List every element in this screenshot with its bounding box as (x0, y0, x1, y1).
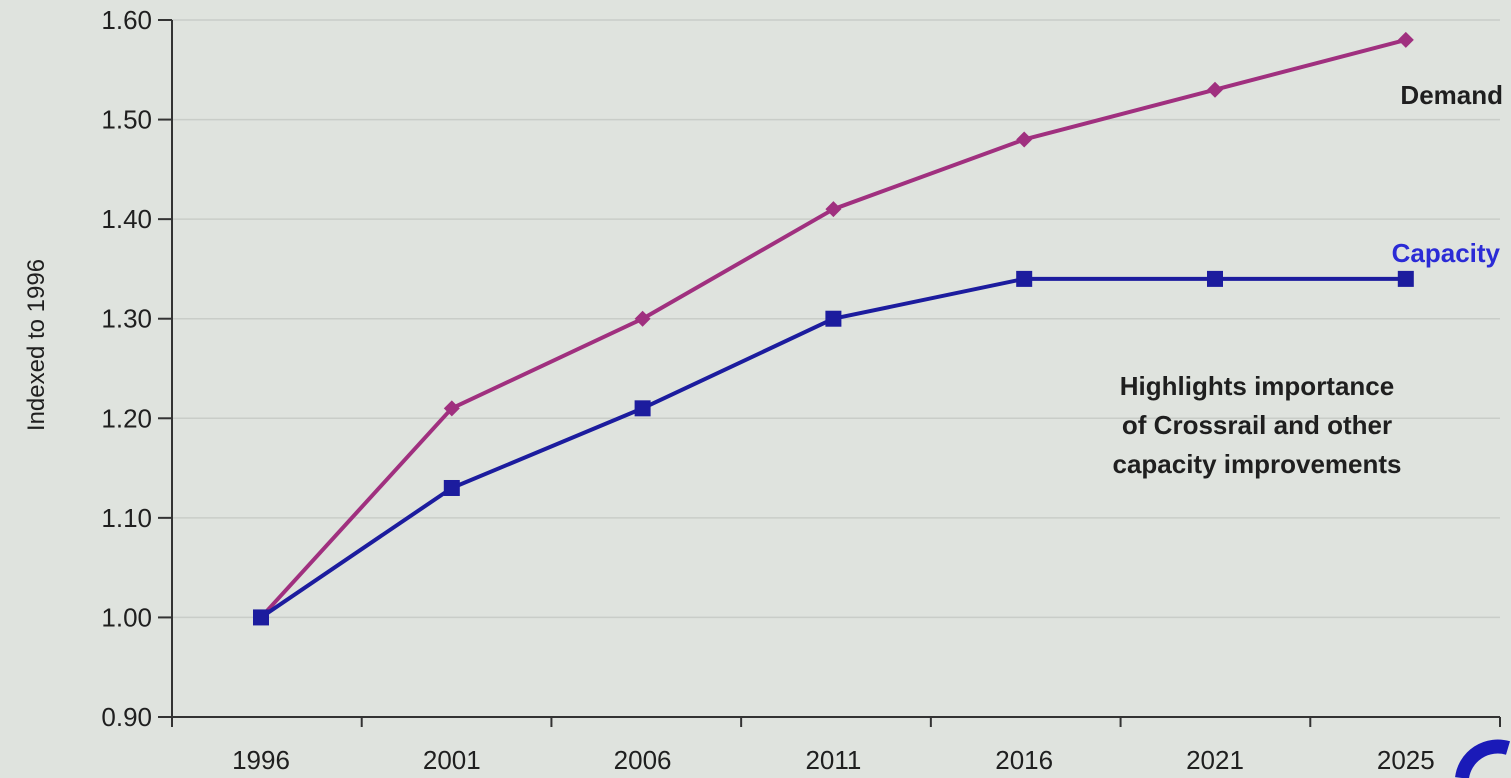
y-tick-label: 0.90 (101, 702, 152, 732)
series-line-demand (259, 37, 1407, 619)
annotation-line: capacity improvements (1112, 449, 1401, 479)
axes (158, 19, 1501, 727)
data-point-demand (1397, 31, 1414, 48)
data-point-demand (634, 310, 651, 327)
series-label-demand: Demand (1400, 80, 1503, 110)
data-point-capacity (1397, 270, 1414, 287)
data-point-capacity (253, 609, 269, 626)
series-lines (253, 31, 1414, 626)
data-point-demand (1207, 81, 1223, 98)
y-tick-label: 1.00 (101, 602, 152, 632)
y-tick-label: 1.10 (101, 503, 152, 533)
x-tick-label: 2016 (995, 745, 1053, 775)
y-tick-label: 1.30 (101, 304, 152, 334)
grid (172, 19, 1500, 619)
data-point-demand (825, 201, 842, 218)
logo-arc (1455, 739, 1510, 778)
x-tick-label: 1996 (232, 745, 290, 775)
data-point-capacity (1016, 270, 1033, 287)
labels: 0.90 1.00 1.10 1.20 1.30 1.40 1.50 1.60 1996 2001… (101, 5, 1434, 775)
data-point-demand (1016, 131, 1033, 148)
data-point-capacity (1207, 270, 1223, 287)
data-point-capacity (825, 310, 842, 327)
x-tick-label: 2011 (805, 745, 861, 775)
annotation-line: of Crossrail and other (1122, 410, 1392, 440)
y-tick-label: 1.40 (101, 204, 152, 234)
x-tick-label: 2021 (1186, 745, 1244, 775)
y-tick-label: 1.50 (101, 105, 152, 135)
series-label-capacity: Capacity (1392, 238, 1501, 268)
data-point-capacity (443, 479, 460, 496)
y-tick-label: 1.20 (101, 403, 152, 433)
data-point-capacity (634, 400, 651, 417)
annotation-line: Highlights importance (1120, 371, 1394, 401)
annotation: Highlights importance of Crossrail and o… (1112, 371, 1401, 479)
y-axis-title: Indexed to 1996 (23, 259, 50, 431)
x-tick-label: 2006 (614, 745, 672, 775)
x-tick-label: 2001 (423, 745, 481, 775)
y-tick-label: 1.60 (101, 5, 152, 35)
data-point-demand (443, 400, 460, 417)
x-tick-label: 2025 (1377, 745, 1435, 775)
